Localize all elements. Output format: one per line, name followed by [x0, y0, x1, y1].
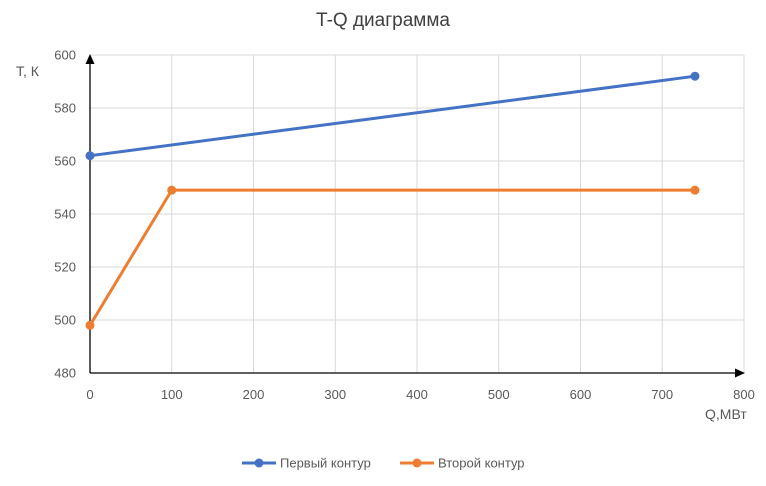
legend-marker-2	[412, 458, 422, 468]
legend-label-1: Первый контур	[280, 456, 371, 471]
data-point-series-1	[690, 71, 700, 81]
legend: Первый контур Второй контур	[242, 456, 525, 471]
data-point-series-2	[167, 185, 177, 195]
data-point-series-2	[690, 185, 700, 195]
x-tick-label: 400	[406, 387, 428, 402]
y-tick-labels: 480 500 520 540 560 580 600	[54, 48, 76, 381]
legend-marker-1	[254, 458, 264, 468]
x-tick-labels: 0 100 200 300 400 500 600 700 800	[86, 387, 754, 402]
legend-label-2: Второй контур	[438, 456, 525, 471]
series-line-1	[88, 74, 697, 158]
x-tick-label: 500	[488, 387, 510, 402]
y-tick-label: 480	[54, 366, 76, 381]
gridlines	[90, 54, 745, 373]
series-layer	[85, 71, 700, 330]
x-tick-label: 0	[86, 387, 93, 402]
chart-title: T-Q диаграмма	[316, 10, 450, 31]
x-tick-label: 700	[651, 387, 673, 402]
x-tick-label: 100	[161, 387, 183, 402]
series-line-2	[88, 188, 697, 327]
y-tick-label: 580	[54, 101, 76, 116]
data-point-series-1	[85, 151, 95, 161]
data-point-series-2	[85, 320, 95, 330]
x-tick-label: 200	[243, 387, 265, 402]
y-tick-label: 560	[54, 154, 76, 169]
y-axis-arrow	[85, 54, 95, 64]
x-axis-arrow	[735, 368, 745, 378]
x-tick-label: 600	[570, 387, 592, 402]
axes	[85, 54, 745, 378]
x-tick-label: 800	[733, 387, 755, 402]
y-tick-label: 540	[54, 207, 76, 222]
y-tick-label: 520	[54, 260, 76, 275]
y-tick-label: 600	[54, 48, 76, 63]
x-axis-label: Q,МВт	[705, 406, 747, 422]
y-axis-label: T, К	[16, 63, 40, 79]
x-tick-label: 300	[324, 387, 346, 402]
y-tick-label: 500	[54, 313, 76, 328]
